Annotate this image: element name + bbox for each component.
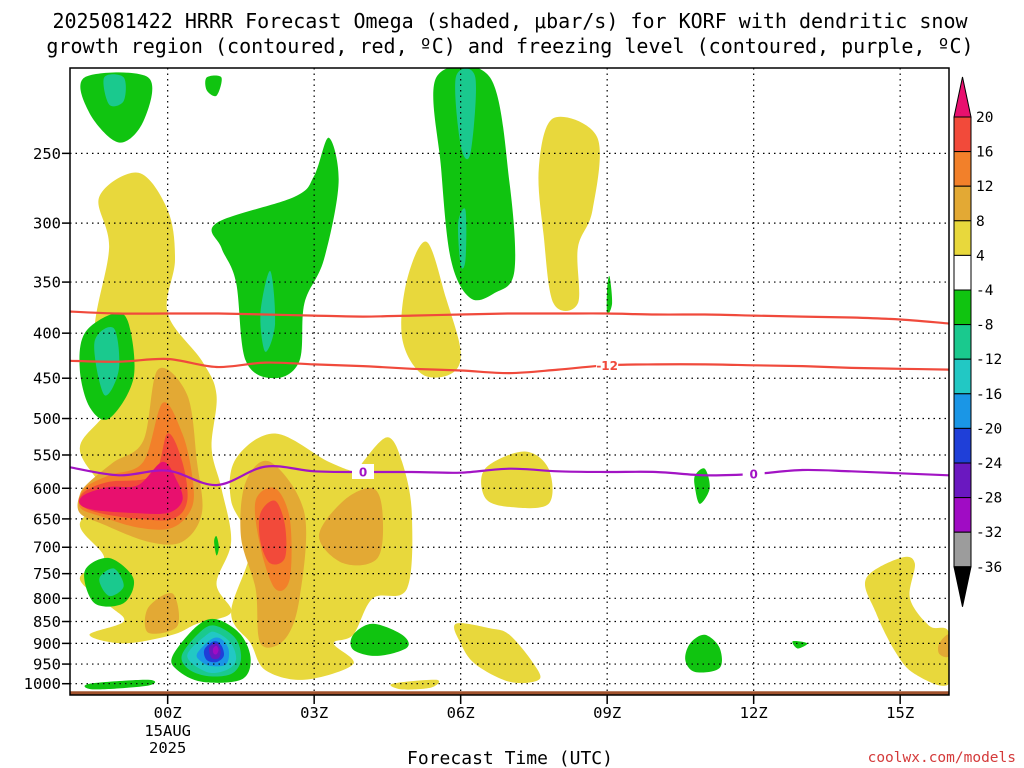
- colorbar-block-3: [953, 220, 972, 256]
- colorbar-label-6: -8: [976, 318, 993, 334]
- colorbar-label-13: -36: [976, 560, 1002, 576]
- colorbar-label-4: 4: [976, 248, 985, 264]
- colorbar-label-5: -4: [976, 283, 994, 299]
- y-tick-label-6: 550: [33, 446, 61, 464]
- colorbar-label-10: -24: [976, 456, 1002, 472]
- omega-region-26: [350, 623, 409, 656]
- omega-region-12: [938, 634, 949, 658]
- omega-shading: [77, 68, 949, 690]
- x-tick-label-0: 00Z: [154, 704, 182, 722]
- grid-lines: [70, 68, 949, 695]
- colorbar-block-0: [953, 116, 972, 153]
- x-tick-sublabel-0-1: 2025: [149, 739, 186, 757]
- colorbar-label-12: -32: [976, 525, 1002, 541]
- omega-region-3: [538, 116, 600, 312]
- y-axis: 250 300 350 400 450 500 550 600 650 700 750 800 850 9…: [24, 145, 70, 693]
- colorbar-label-11: -28: [976, 491, 1002, 507]
- colorbar: 20 16 12 8 4 -4 -8 -12 -16 -20 -24 -28 -32 -36: [953, 76, 1002, 607]
- x-tick-label-4: 12Z: [740, 704, 768, 722]
- colorbar-block-4: [953, 254, 972, 291]
- contour-label-1: 0: [359, 465, 367, 479]
- colorbar-label-0: 20: [976, 110, 993, 126]
- colorbar-block-7: [953, 358, 972, 395]
- contour-label-2: 0: [749, 467, 757, 481]
- colorbar-block-10: [953, 462, 972, 499]
- y-tick-label-1: 300: [33, 215, 61, 233]
- contour-label-bg-2: [742, 465, 765, 481]
- colorbar-label-8: -16: [976, 387, 1002, 403]
- omega-region-11: [319, 487, 384, 566]
- chart-title-line-2: growth region (contoured, red, ºC) and f…: [46, 34, 973, 58]
- colorbar-block-1: [953, 151, 972, 187]
- y-tick-label-4: 450: [33, 370, 61, 388]
- y-tick-label-13: 900: [33, 635, 61, 653]
- colorbar-block-5: [953, 289, 972, 326]
- omega-region-2: [401, 241, 461, 378]
- omega-region-29: [606, 276, 613, 315]
- colorbar-label-2: 12: [976, 179, 993, 195]
- temperature-contours: -12 0 0: [70, 310, 949, 487]
- omega-region-5: [454, 623, 541, 684]
- ground-band: [70, 691, 949, 695]
- y-tick-label-8: 650: [33, 510, 61, 528]
- x-tick-label-5: 15Z: [886, 704, 914, 722]
- colorbar-block-12: [953, 531, 972, 568]
- omega-region-32: [103, 74, 126, 107]
- y-tick-label-9: 700: [33, 539, 61, 557]
- omega-region-24: [84, 679, 156, 690]
- omega-region-6: [390, 679, 440, 690]
- omega-region-21: [433, 68, 516, 301]
- contour-line-1: [70, 357, 949, 375]
- omega-region-19: [205, 75, 222, 97]
- omega-region-31: [792, 641, 808, 649]
- credit-text: coolwx.com/models: [868, 750, 1016, 766]
- y-tick-label-0: 250: [33, 145, 61, 163]
- colorbar-block-8: [953, 393, 972, 429]
- y-tick-label-10: 750: [33, 565, 61, 583]
- contour-label-0: -12: [596, 359, 618, 373]
- x-tick-label-1: 03Z: [300, 704, 328, 722]
- omega-region-9: [144, 592, 180, 634]
- omega-region-43: [212, 645, 219, 655]
- y-tick-label-2: 350: [33, 274, 61, 292]
- x-tick-label-3: 09Z: [593, 704, 621, 722]
- omega-region-4: [481, 451, 553, 509]
- y-tick-label-7: 600: [33, 480, 61, 498]
- omega-region-34: [260, 270, 276, 352]
- x-tick-sublabel-0-0: 15AUG: [144, 722, 191, 740]
- x-tick-label-2: 06Z: [447, 704, 475, 722]
- colorbar-bottom-triangle: [953, 566, 972, 607]
- colorbar-label-1: 16: [976, 145, 993, 161]
- y-tick-label-5: 500: [33, 410, 61, 428]
- colorbar-label-3: 8: [976, 214, 985, 230]
- chart-title-line-1: 2025081422 HRRR Forecast Omega (shaded, …: [52, 9, 968, 33]
- omega-region-37: [99, 568, 124, 597]
- y-tick-label-14: 950: [33, 656, 61, 674]
- plot-frame: [69, 67, 950, 696]
- colorbar-top-triangle: [953, 76, 972, 118]
- colorbar-label-7: -12: [976, 352, 1002, 368]
- colorbar-label-9: -20: [976, 421, 1002, 437]
- contour-label-bg-0: [596, 357, 619, 373]
- omega-region-28: [694, 468, 710, 504]
- contour-line-2: [70, 465, 949, 487]
- x-axis-title: Forecast Time (UTC): [407, 748, 613, 768]
- y-tick-label-11: 800: [33, 590, 61, 608]
- omega-region-20: [211, 137, 339, 379]
- colorbar-block-6: [953, 324, 972, 360]
- omega-region-30: [214, 536, 219, 556]
- y-tick-label-15: 1000: [24, 675, 61, 693]
- contour-line-0: [70, 310, 949, 325]
- colorbar-block-11: [953, 497, 972, 533]
- y-tick-label-3: 400: [33, 325, 61, 343]
- colorbar-block-9: [953, 427, 972, 464]
- colorbar-block-2: [953, 185, 972, 222]
- omega-region-16: [258, 500, 287, 565]
- omega-region-18: [80, 72, 153, 143]
- y-tick-label-12: 850: [33, 613, 61, 631]
- contour-label-bg-1: [352, 463, 374, 479]
- omega-region-27: [685, 634, 722, 673]
